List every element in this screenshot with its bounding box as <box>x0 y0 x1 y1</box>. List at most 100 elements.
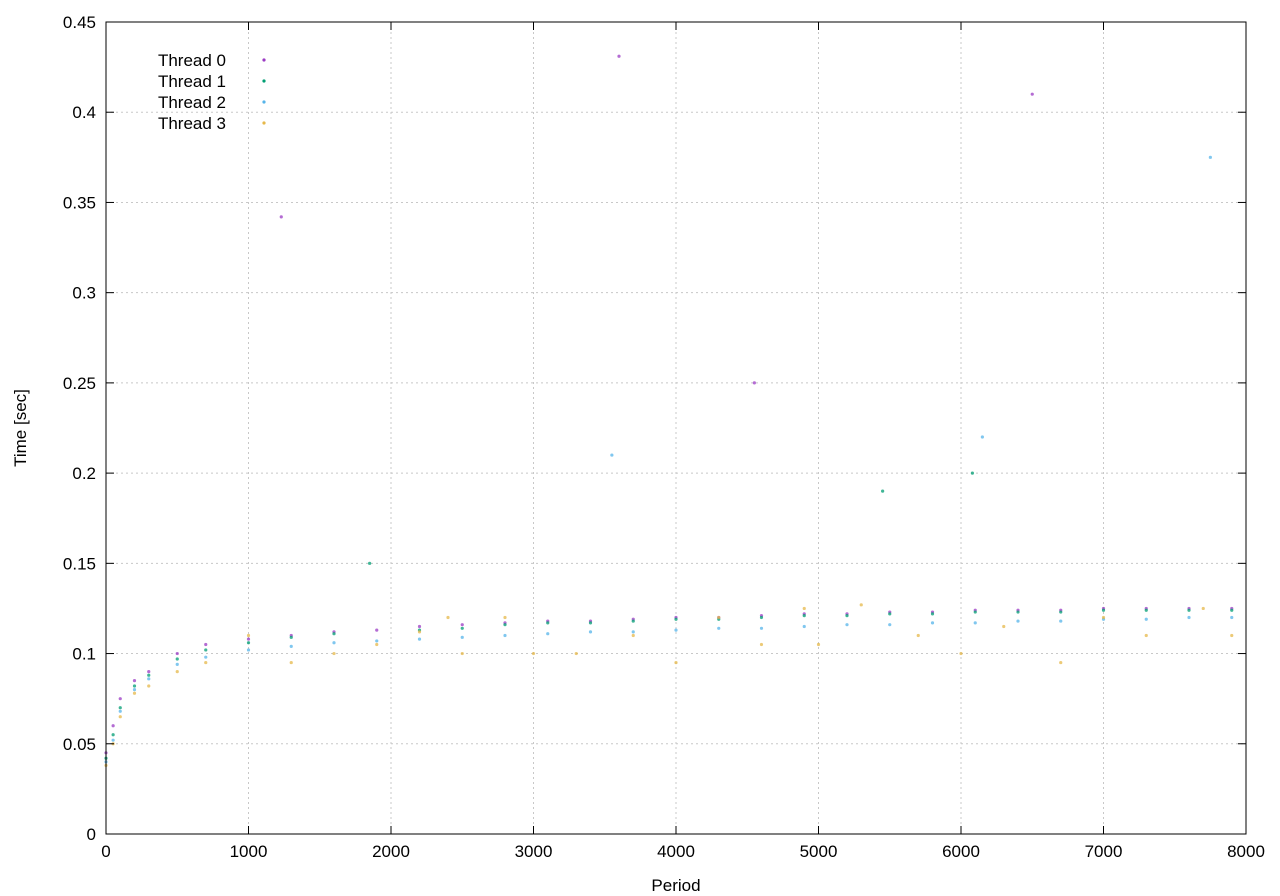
data-point <box>111 733 115 737</box>
data-point <box>417 637 422 641</box>
data-point <box>802 606 806 611</box>
y-tick-label: 0.2 <box>72 464 96 483</box>
data-point <box>111 724 115 728</box>
series-0 <box>104 54 1234 755</box>
data-point <box>132 691 137 695</box>
data-point <box>147 673 151 677</box>
data-point <box>674 628 678 632</box>
data-point <box>460 623 464 627</box>
y-tick-label: 0.25 <box>63 374 96 393</box>
data-point <box>588 630 593 634</box>
data-point <box>674 617 678 621</box>
data-point <box>289 644 293 648</box>
data-point <box>175 651 179 656</box>
data-point <box>147 670 151 674</box>
data-point <box>610 453 614 457</box>
x-tick-label: 2000 <box>372 842 410 861</box>
data-point <box>132 684 137 688</box>
data-point <box>175 662 179 666</box>
data-point <box>332 632 336 636</box>
x-tick-label: 0 <box>101 842 110 861</box>
data-point <box>204 642 208 647</box>
series-1 <box>104 471 1234 760</box>
x-tick-label: 5000 <box>800 842 838 861</box>
x-tick-label: 4000 <box>657 842 695 861</box>
data-point <box>246 648 251 652</box>
data-point <box>973 610 977 614</box>
data-point <box>759 626 764 630</box>
y-tick-label: 0.15 <box>63 554 96 573</box>
data-point <box>147 677 151 681</box>
y-tick-label: 0.05 <box>63 735 96 754</box>
y-tick-label: 0.4 <box>72 103 96 122</box>
data-point <box>132 679 137 683</box>
data-point <box>1002 624 1006 629</box>
legend-marker <box>262 100 266 104</box>
data-point <box>816 642 821 647</box>
data-point <box>802 624 806 629</box>
data-point <box>1230 615 1234 620</box>
grid-lines <box>106 22 1246 834</box>
data-point <box>1059 619 1063 623</box>
data-point <box>1144 633 1148 638</box>
legend-label: Thread 3 <box>158 114 226 133</box>
data-point <box>930 612 935 616</box>
data-point <box>1187 615 1191 620</box>
data-point <box>289 635 293 639</box>
data-point <box>204 648 208 652</box>
data-points <box>104 54 1234 768</box>
data-point <box>1016 619 1020 623</box>
data-point <box>752 381 756 385</box>
y-axis-title: Time [sec] <box>11 389 30 467</box>
data-point <box>1030 92 1034 96</box>
axis-ticks: 0 1000 2000 3000 4000 5000 6000 7000 8000 0 0.05 0.… <box>63 13 1265 861</box>
data-point <box>631 619 635 623</box>
data-point <box>132 688 137 692</box>
data-point <box>802 614 806 618</box>
data-point <box>503 623 507 627</box>
data-point <box>888 612 892 616</box>
data-point <box>375 639 379 643</box>
data-point <box>674 660 678 665</box>
data-point <box>246 633 251 638</box>
data-point <box>375 628 379 632</box>
data-point <box>1101 608 1106 612</box>
x-tick-label: 8000 <box>1227 842 1265 861</box>
data-point <box>1208 155 1212 159</box>
x-tick-label: 3000 <box>515 842 553 861</box>
legend-label: Thread 1 <box>158 72 226 91</box>
data-point <box>1016 610 1020 614</box>
y-tick-label: 0.3 <box>72 284 96 303</box>
data-point <box>970 471 975 475</box>
data-point <box>147 684 151 688</box>
data-point <box>1201 606 1205 611</box>
data-point <box>888 623 892 627</box>
data-point <box>118 715 122 719</box>
data-point <box>1144 617 1148 621</box>
data-point <box>617 54 621 58</box>
data-point <box>204 660 208 665</box>
data-point <box>717 615 721 620</box>
data-point <box>1144 608 1148 612</box>
legend-marker <box>262 121 266 125</box>
data-point <box>759 615 764 620</box>
data-point <box>332 641 336 645</box>
data-point <box>246 637 251 641</box>
data-point <box>1059 610 1063 614</box>
data-point <box>503 633 507 638</box>
data-point <box>118 697 122 701</box>
data-point <box>574 651 578 656</box>
series-3 <box>104 603 1234 768</box>
data-point <box>859 603 863 607</box>
legend-marker <box>262 79 266 83</box>
data-point <box>175 657 179 661</box>
x-tick-label: 6000 <box>942 842 980 861</box>
data-point <box>118 709 122 713</box>
data-point <box>959 651 963 656</box>
data-point <box>881 489 885 493</box>
x-axis-title: Period <box>651 876 700 895</box>
legend-label: Thread 2 <box>158 93 226 112</box>
data-point <box>1059 660 1063 665</box>
data-point <box>375 642 379 647</box>
